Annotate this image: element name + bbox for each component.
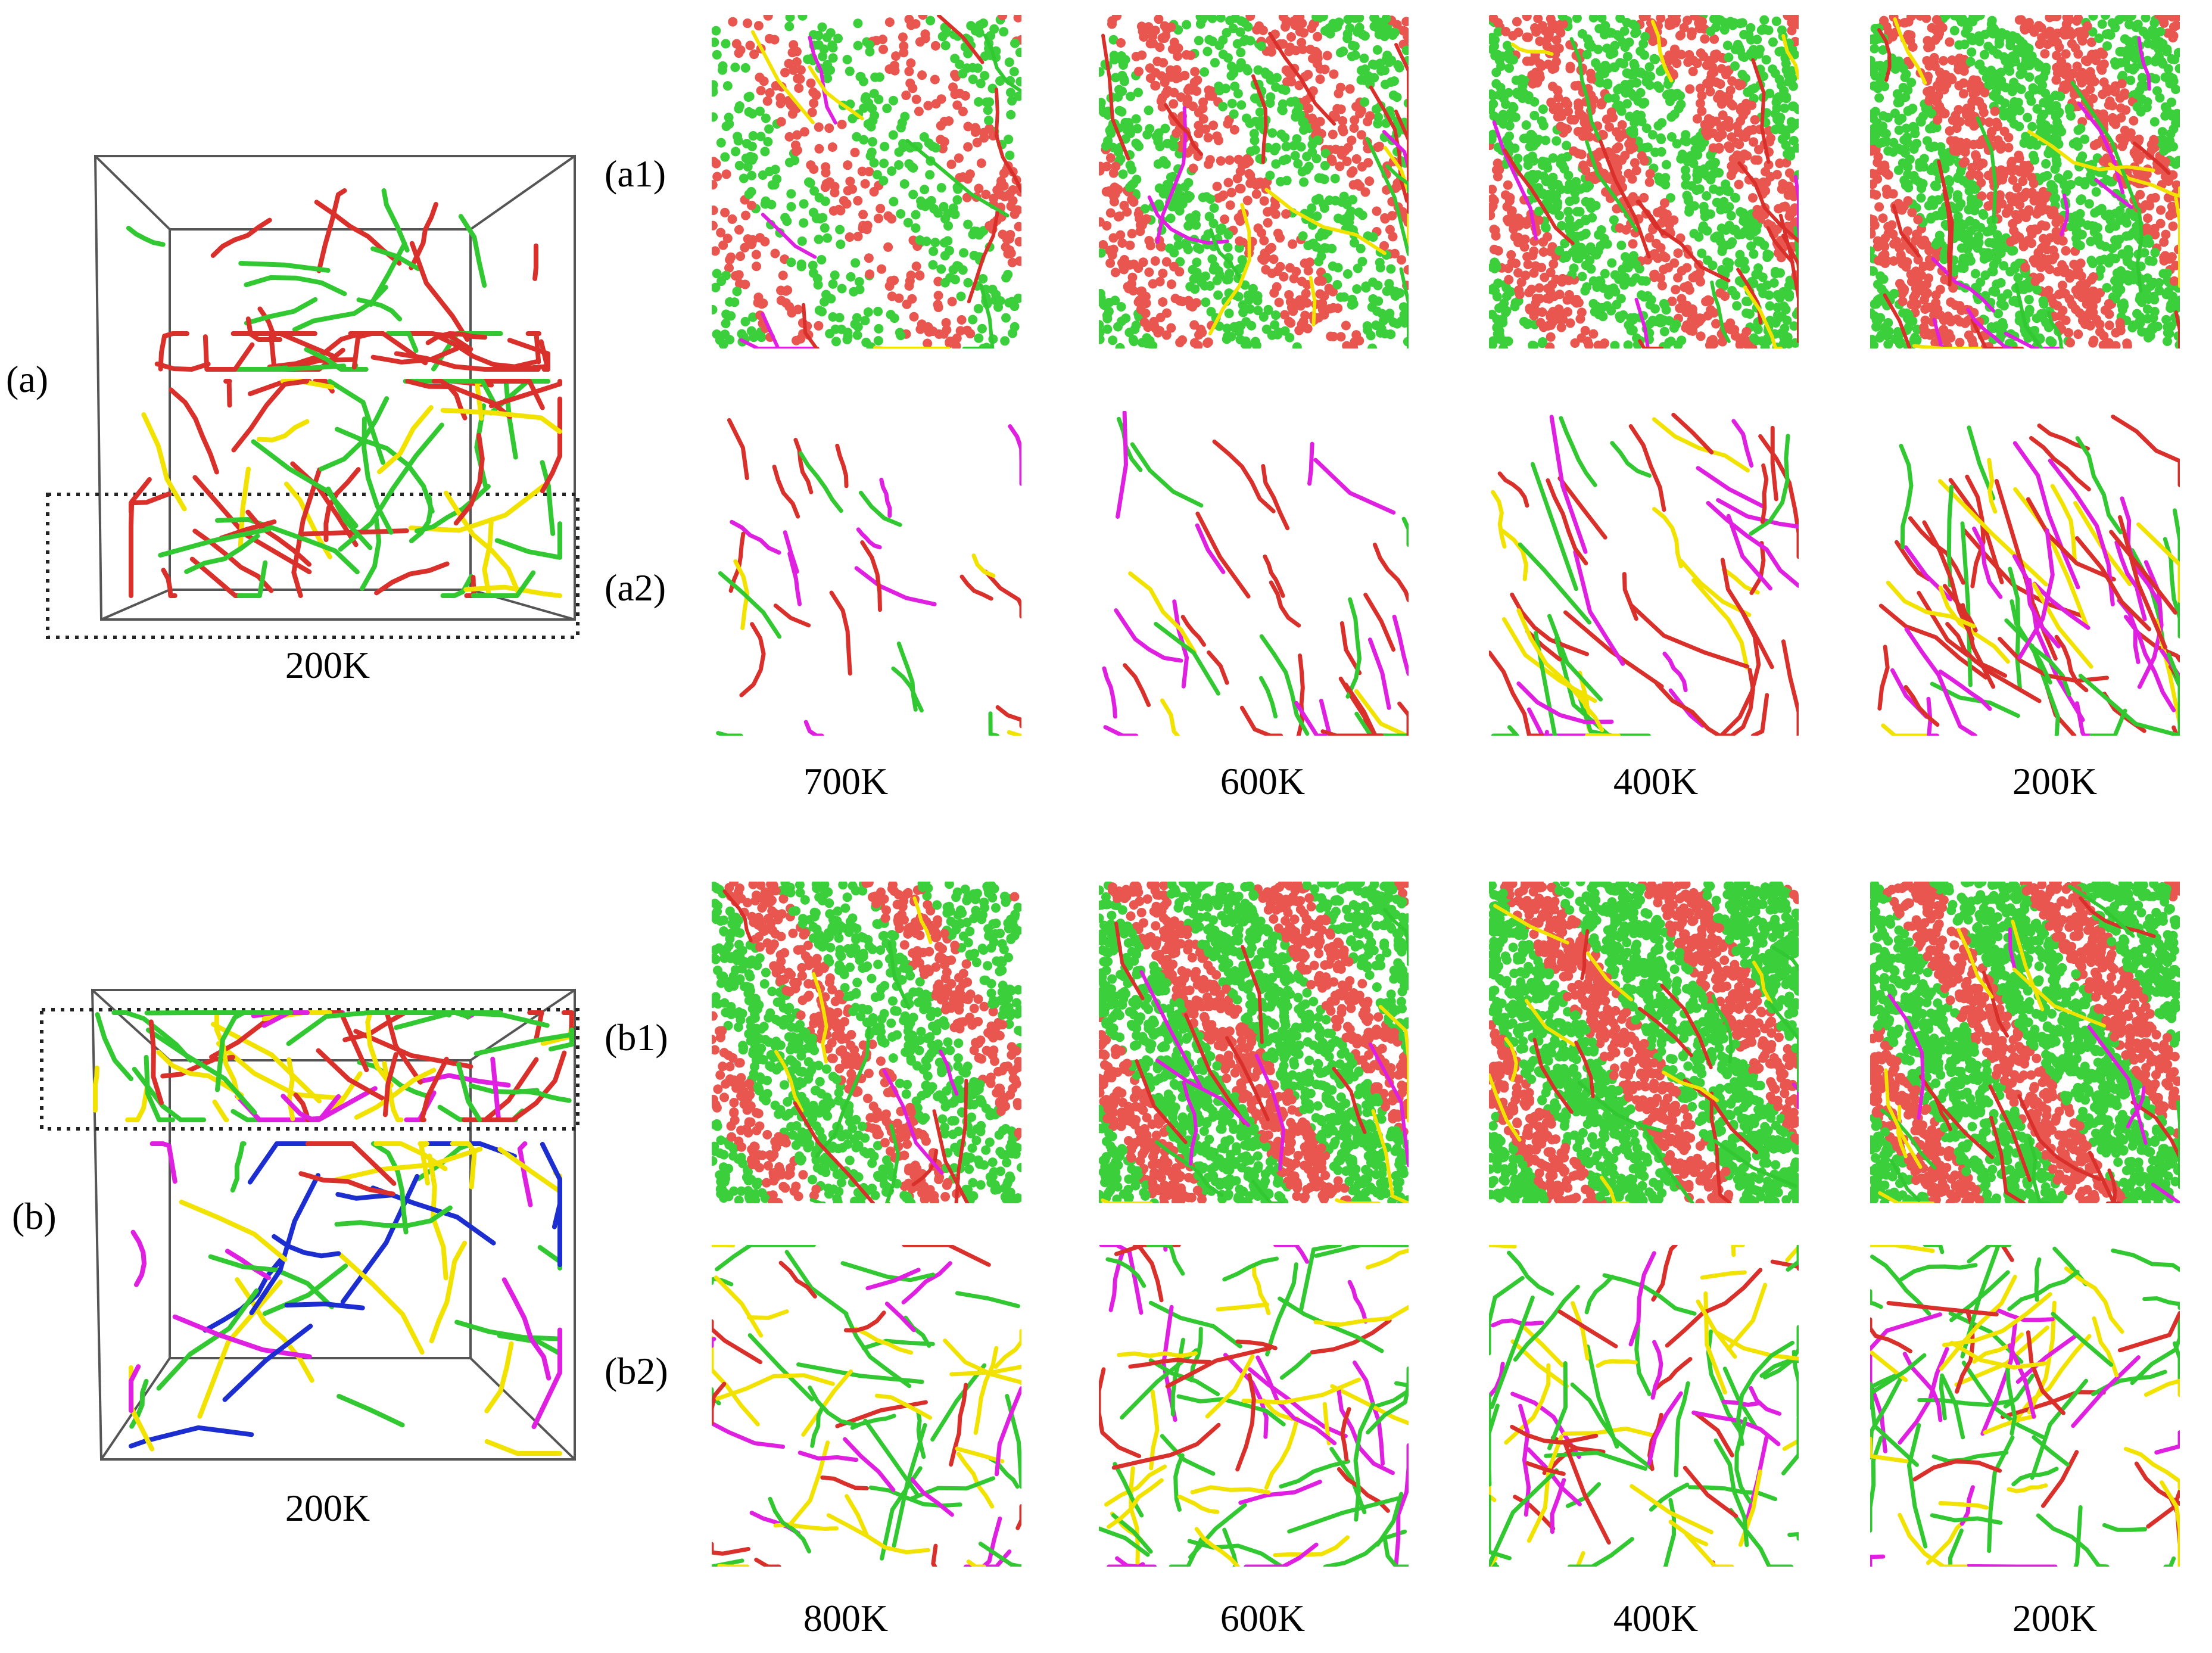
temp-a-400: 400K (1613, 760, 1699, 802)
temp-b-800: 800K (803, 1597, 889, 1639)
label-a: (a) (6, 358, 49, 400)
snapshot-a2-700 (716, 418, 1021, 736)
label-b2: (b2) (605, 1350, 668, 1392)
snapshot-a1-600 (1099, 15, 1409, 348)
box-a-dislocations (126, 188, 562, 598)
temp-a-700: 700K (803, 760, 889, 802)
box-b-drawing (40, 989, 580, 1461)
temp-b-200: 200K (2012, 1597, 2098, 1639)
label-b: (b) (12, 1195, 57, 1237)
snapshot-a2-600 (1102, 411, 1409, 736)
box-a-drawing (46, 155, 580, 639)
box-b-panel: 200K (0, 894, 596, 1608)
snapshot-b2-800 (712, 1245, 1021, 1567)
snapshot-b1-400 (1489, 882, 1799, 1203)
label-b1: (b1) (605, 1016, 668, 1059)
snapshot-a1-700 (712, 15, 1021, 348)
snapshot-b1-800 (712, 882, 1021, 1203)
snapshot-a1-400 (1489, 15, 1799, 348)
temp-b-600: 600K (1220, 1597, 1306, 1639)
label-a1: (a1) (605, 152, 666, 195)
box-a-temp: 200K (285, 644, 370, 686)
snapshot-a2-400 (1489, 412, 1799, 736)
snapshot-b2-400 (1489, 1245, 1799, 1567)
label-a2: (a2) (605, 566, 666, 609)
temp-a-600: 600K (1220, 760, 1306, 802)
snapshot-b2-600 (1099, 1245, 1409, 1567)
snapshot-b2-200 (1870, 1245, 2180, 1567)
snapshot-b1-200 (1870, 882, 2180, 1203)
temp-a-200: 200K (2012, 760, 2098, 802)
snapshot-a2-200 (1877, 415, 2180, 736)
box-b-dislocations (93, 1010, 574, 1456)
snapshot-b1-600 (1099, 882, 1409, 1203)
box-a-panel: 200K (0, 0, 596, 715)
box-b-temp: 200K (285, 1487, 370, 1529)
temp-b-400: 400K (1613, 1597, 1699, 1639)
snapshot-a1-200 (1870, 15, 2180, 348)
